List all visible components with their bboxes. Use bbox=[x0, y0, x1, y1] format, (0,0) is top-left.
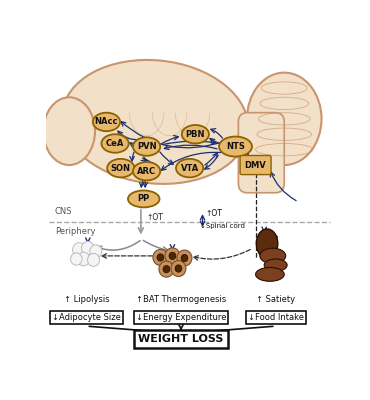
Circle shape bbox=[163, 266, 170, 273]
Text: CNS: CNS bbox=[55, 208, 73, 216]
Text: NTS: NTS bbox=[226, 142, 245, 151]
Circle shape bbox=[81, 242, 94, 255]
Circle shape bbox=[153, 250, 168, 266]
Text: ARC: ARC bbox=[137, 167, 156, 176]
FancyBboxPatch shape bbox=[240, 156, 271, 174]
Text: ↓Food Intake: ↓Food Intake bbox=[248, 313, 304, 322]
Ellipse shape bbox=[247, 73, 322, 165]
Ellipse shape bbox=[43, 97, 95, 165]
Text: PVN: PVN bbox=[137, 142, 157, 151]
Ellipse shape bbox=[133, 137, 160, 156]
Ellipse shape bbox=[107, 159, 134, 177]
Ellipse shape bbox=[264, 259, 287, 271]
Text: ↑ Satiety: ↑ Satiety bbox=[256, 294, 295, 304]
Ellipse shape bbox=[128, 190, 159, 207]
Ellipse shape bbox=[93, 113, 120, 131]
Ellipse shape bbox=[219, 136, 252, 156]
Circle shape bbox=[177, 250, 192, 266]
Text: PP: PP bbox=[138, 194, 150, 204]
Ellipse shape bbox=[182, 125, 209, 144]
Text: ↑OT: ↑OT bbox=[147, 214, 164, 222]
Circle shape bbox=[73, 243, 86, 257]
Circle shape bbox=[159, 261, 174, 277]
Text: SON: SON bbox=[111, 164, 131, 173]
Ellipse shape bbox=[256, 268, 284, 281]
Text: VTA: VTA bbox=[181, 164, 199, 173]
Text: NAcc: NAcc bbox=[95, 118, 118, 126]
Text: PBN: PBN bbox=[186, 130, 205, 139]
Text: ↓Adipocyte Size: ↓Adipocyte Size bbox=[52, 313, 121, 322]
Circle shape bbox=[90, 245, 102, 258]
Text: WEIGHT LOSS: WEIGHT LOSS bbox=[138, 334, 224, 344]
Text: Periphery: Periphery bbox=[55, 227, 95, 236]
Text: ↓Energy Expenditure: ↓Energy Expenditure bbox=[136, 313, 226, 322]
Text: ↑OT: ↑OT bbox=[205, 209, 222, 218]
Circle shape bbox=[169, 252, 176, 260]
Ellipse shape bbox=[101, 134, 129, 153]
Text: ↓Spinal cord: ↓Spinal cord bbox=[200, 223, 245, 229]
Circle shape bbox=[181, 254, 188, 262]
Ellipse shape bbox=[133, 162, 160, 180]
Circle shape bbox=[165, 248, 180, 264]
Text: ↑ Lipolysis: ↑ Lipolysis bbox=[64, 294, 109, 304]
Text: ↑BAT Thermogenesis: ↑BAT Thermogenesis bbox=[136, 294, 226, 304]
Circle shape bbox=[157, 254, 164, 261]
Circle shape bbox=[171, 260, 186, 276]
Circle shape bbox=[77, 252, 90, 266]
Circle shape bbox=[71, 253, 82, 265]
FancyBboxPatch shape bbox=[238, 113, 284, 193]
Ellipse shape bbox=[62, 60, 248, 184]
Text: DMV: DMV bbox=[245, 160, 266, 170]
Circle shape bbox=[175, 265, 182, 272]
Text: CeA: CeA bbox=[106, 139, 124, 148]
Circle shape bbox=[88, 254, 100, 266]
Ellipse shape bbox=[256, 229, 278, 258]
Ellipse shape bbox=[176, 159, 203, 177]
Ellipse shape bbox=[260, 248, 286, 264]
